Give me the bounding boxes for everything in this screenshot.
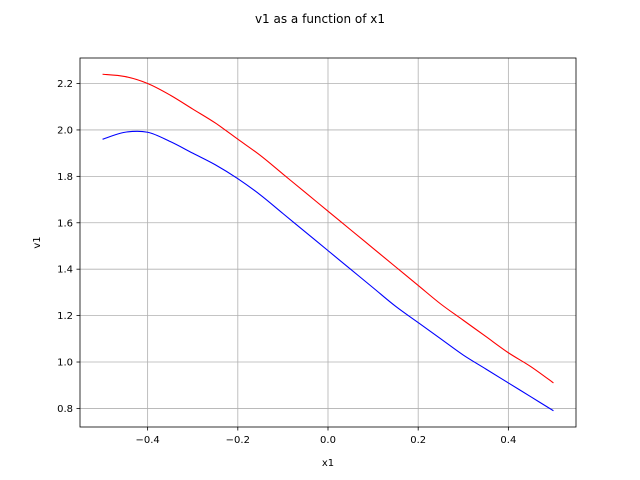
- y-tick-label: 2.0: [57, 125, 73, 136]
- y-tick-label: 1.4: [57, 265, 73, 276]
- x-axis-label: x1: [322, 458, 334, 469]
- x-tick-label: 0.2: [410, 435, 426, 446]
- y-tick-label: 2.2: [57, 79, 73, 90]
- y-axis-label: v1: [32, 236, 43, 248]
- series-layer: [102, 73, 554, 412]
- ticks-layer: −0.4 −0.2 0.0 0.2 0.4 0.8 1.0 1.2 1.4 1.6 1.8 2.0 2.…: [57, 79, 516, 446]
- grid-layer: [80, 58, 576, 427]
- y-tick-label: 1.0: [57, 358, 73, 369]
- y-tick-label: 1.8: [57, 172, 73, 183]
- x-tick-label: 0.0: [320, 435, 336, 446]
- x-tick-label: −0.4: [135, 435, 159, 446]
- y-tick-label: 0.8: [57, 404, 73, 415]
- series-line-2: [102, 130, 554, 412]
- x-tick-label: 0.4: [500, 435, 516, 446]
- y-tick-label: 1.6: [57, 218, 73, 229]
- x-tick-label: −0.2: [226, 435, 250, 446]
- series-line-1: [102, 73, 554, 384]
- y-tick-label: 1.2: [57, 311, 73, 322]
- chart-title: v1 as a function of x1: [255, 12, 385, 26]
